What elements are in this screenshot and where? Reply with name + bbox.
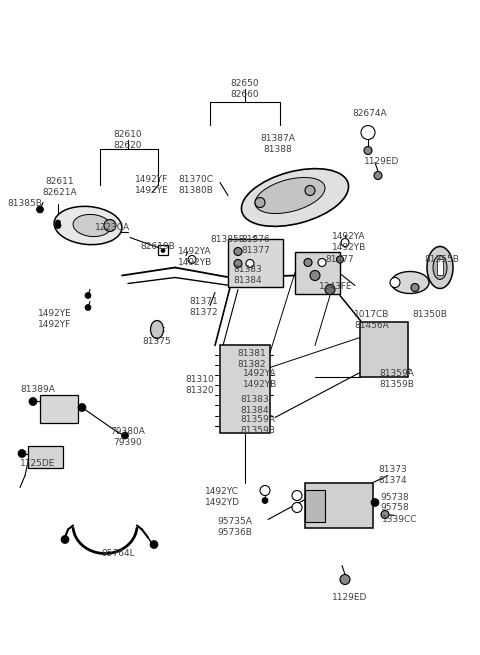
Text: 1492YA
1492YB: 1492YA 1492YB xyxy=(178,248,212,267)
Bar xyxy=(158,246,168,255)
Circle shape xyxy=(361,126,375,140)
Circle shape xyxy=(121,432,129,439)
Circle shape xyxy=(411,284,419,291)
Ellipse shape xyxy=(151,320,164,339)
Text: 81373
81374: 81373 81374 xyxy=(379,466,408,485)
Text: 1492YC
1492YD: 1492YC 1492YD xyxy=(204,487,240,507)
Circle shape xyxy=(36,206,44,213)
Ellipse shape xyxy=(54,206,122,245)
Circle shape xyxy=(310,271,320,280)
Text: 79380A
79390: 79380A 79390 xyxy=(110,428,145,447)
Ellipse shape xyxy=(427,246,453,288)
Text: 81385B: 81385B xyxy=(211,236,245,244)
Ellipse shape xyxy=(433,255,447,280)
Text: 1492YA
1492YB: 1492YA 1492YB xyxy=(332,233,366,252)
Circle shape xyxy=(340,574,350,584)
Circle shape xyxy=(341,238,349,246)
Circle shape xyxy=(260,485,270,495)
Text: 95735A
95736B: 95735A 95736B xyxy=(217,517,252,537)
Bar xyxy=(305,489,325,521)
Circle shape xyxy=(61,536,69,544)
Bar xyxy=(28,445,63,468)
Text: 1243FE: 1243FE xyxy=(319,282,353,291)
Circle shape xyxy=(364,147,372,155)
Bar xyxy=(40,396,78,424)
Ellipse shape xyxy=(391,272,429,293)
Text: 95764L: 95764L xyxy=(101,550,135,559)
Circle shape xyxy=(292,502,302,512)
Circle shape xyxy=(85,305,91,310)
Text: 1492YA
1492YB: 1492YA 1492YB xyxy=(243,369,277,389)
Text: 81381
81382: 81381 81382 xyxy=(238,350,266,369)
Text: 1129ED: 1129ED xyxy=(364,157,400,166)
Bar xyxy=(295,252,340,295)
Text: 1492YF
1492YE: 1492YF 1492YE xyxy=(135,176,169,195)
Text: 81387A
81388: 81387A 81388 xyxy=(261,134,295,154)
Text: 81385B: 81385B xyxy=(8,200,42,208)
Circle shape xyxy=(304,259,312,267)
Text: 82619B: 82619B xyxy=(141,242,175,252)
Circle shape xyxy=(55,223,61,229)
Circle shape xyxy=(18,449,26,457)
Text: 1125DE: 1125DE xyxy=(20,460,56,468)
Text: 81376
81377: 81376 81377 xyxy=(241,236,270,255)
Circle shape xyxy=(374,172,382,179)
Text: 81359A
81359B: 81359A 81359B xyxy=(240,415,276,435)
Circle shape xyxy=(255,198,265,208)
Text: 81383
81384: 81383 81384 xyxy=(234,265,263,285)
Circle shape xyxy=(381,510,389,519)
Bar xyxy=(305,483,373,527)
Text: 81355B: 81355B xyxy=(425,255,459,265)
Circle shape xyxy=(234,248,242,255)
Circle shape xyxy=(188,255,196,263)
Circle shape xyxy=(262,498,268,504)
Circle shape xyxy=(390,278,400,288)
Text: 81359A
81359B: 81359A 81359B xyxy=(380,369,414,389)
Text: 81375: 81375 xyxy=(143,337,171,346)
Circle shape xyxy=(234,259,242,267)
Text: 81371
81372: 81371 81372 xyxy=(190,297,218,317)
Circle shape xyxy=(371,498,379,506)
Circle shape xyxy=(78,403,86,411)
Text: 81370C
81380B: 81370C 81380B xyxy=(179,176,214,195)
Circle shape xyxy=(305,185,315,195)
Ellipse shape xyxy=(73,214,111,236)
Circle shape xyxy=(150,540,158,548)
Circle shape xyxy=(325,284,335,295)
Circle shape xyxy=(336,256,344,263)
Text: 81383
81384: 81383 81384 xyxy=(240,396,269,415)
Circle shape xyxy=(56,220,60,225)
Text: 81389A: 81389A xyxy=(21,386,55,394)
Circle shape xyxy=(161,248,165,252)
Text: 1223CA: 1223CA xyxy=(96,223,131,233)
Text: 82650
82660: 82650 82660 xyxy=(231,79,259,99)
Circle shape xyxy=(29,398,37,405)
Bar xyxy=(228,240,283,288)
Bar xyxy=(437,259,443,276)
Text: 81477: 81477 xyxy=(326,255,354,265)
Circle shape xyxy=(246,259,254,267)
Text: 81310
81320: 81310 81320 xyxy=(186,375,215,395)
Circle shape xyxy=(292,491,302,500)
Circle shape xyxy=(318,259,326,267)
Bar xyxy=(220,345,270,434)
Ellipse shape xyxy=(241,168,348,227)
Text: 1017CB
81456A: 1017CB 81456A xyxy=(354,310,390,330)
Ellipse shape xyxy=(255,178,325,214)
Text: 95738
95758: 95738 95758 xyxy=(381,493,409,512)
Text: 82611
82621A: 82611 82621A xyxy=(43,178,77,197)
Circle shape xyxy=(85,293,91,299)
Bar xyxy=(360,322,408,377)
Text: 82674A: 82674A xyxy=(353,109,387,119)
Text: 82610
82620: 82610 82620 xyxy=(114,130,142,150)
Text: 1492YE
1492YF: 1492YE 1492YF xyxy=(38,310,72,329)
Text: 1129ED: 1129ED xyxy=(332,593,368,601)
Text: 1339CC: 1339CC xyxy=(382,515,418,525)
Text: 81350B: 81350B xyxy=(413,310,447,320)
Circle shape xyxy=(104,219,116,231)
